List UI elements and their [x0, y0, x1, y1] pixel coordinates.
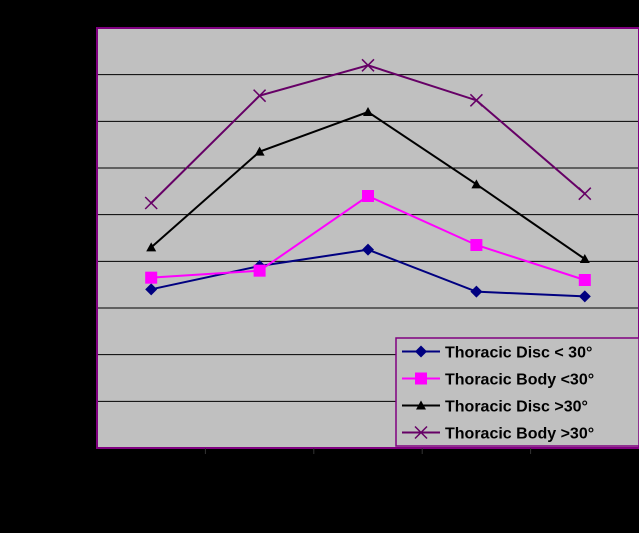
- data-point-square: [415, 372, 427, 385]
- data-point-triangle: [254, 146, 265, 156]
- data-point-triangle: [579, 254, 590, 263]
- data-point-diamond: [362, 243, 374, 256]
- series-4: [144, 58, 592, 210]
- data-point-square: [145, 271, 158, 284]
- legend-label: Thoracic Body <30°: [445, 372, 594, 389]
- legend-box: [395, 337, 639, 447]
- data-point-x: [253, 89, 267, 103]
- legend-entry-3: Thoracic Disc >30°: [402, 399, 588, 416]
- data-point-x: [361, 58, 375, 72]
- data-point-x-stroke: [144, 196, 158, 210]
- data-point-triangle: [471, 179, 482, 189]
- legend-label: Thoracic Body >30°: [445, 426, 594, 443]
- data-point-x: [578, 187, 592, 201]
- data-point-triangle: [416, 400, 426, 410]
- data-point-x-stroke: [469, 93, 483, 107]
- data-point-x: [414, 425, 428, 440]
- data-point-square: [470, 239, 483, 251]
- plot-border: [96, 27, 639, 449]
- data-point-triangle: [146, 242, 157, 252]
- data-point-x-stroke: [578, 187, 592, 201]
- data-point-x-stroke: [361, 58, 375, 72]
- data-point-diamond: [470, 285, 483, 298]
- legend: Thoracic Disc < 30° Thoracic Body <30° Tho…: [395, 337, 639, 447]
- legend-label: Thoracic Disc >30°: [445, 399, 588, 416]
- data-point-x: [144, 196, 158, 210]
- data-point-square: [253, 264, 266, 277]
- legend-entry-1: Thoracic Disc < 30°: [402, 345, 592, 362]
- data-point-x: [469, 93, 483, 107]
- data-point-diamond: [415, 345, 427, 358]
- data-point-triangle: [363, 107, 373, 116]
- legend-entry-4: Thoracic Body >30°: [402, 426, 594, 443]
- series-2: [145, 190, 591, 286]
- legend-entry-2: Thoracic Body <30°: [402, 372, 594, 389]
- series-3: [146, 107, 590, 263]
- data-point-diamond: [145, 283, 158, 296]
- data-point-x-stroke: [253, 89, 267, 103]
- data-point-square: [362, 190, 374, 202]
- legend-label: Thoracic Disc < 30°: [445, 345, 592, 362]
- data-point-x-stroke: [414, 425, 428, 440]
- data-point-square: [578, 274, 591, 286]
- data-point-diamond: [578, 290, 591, 303]
